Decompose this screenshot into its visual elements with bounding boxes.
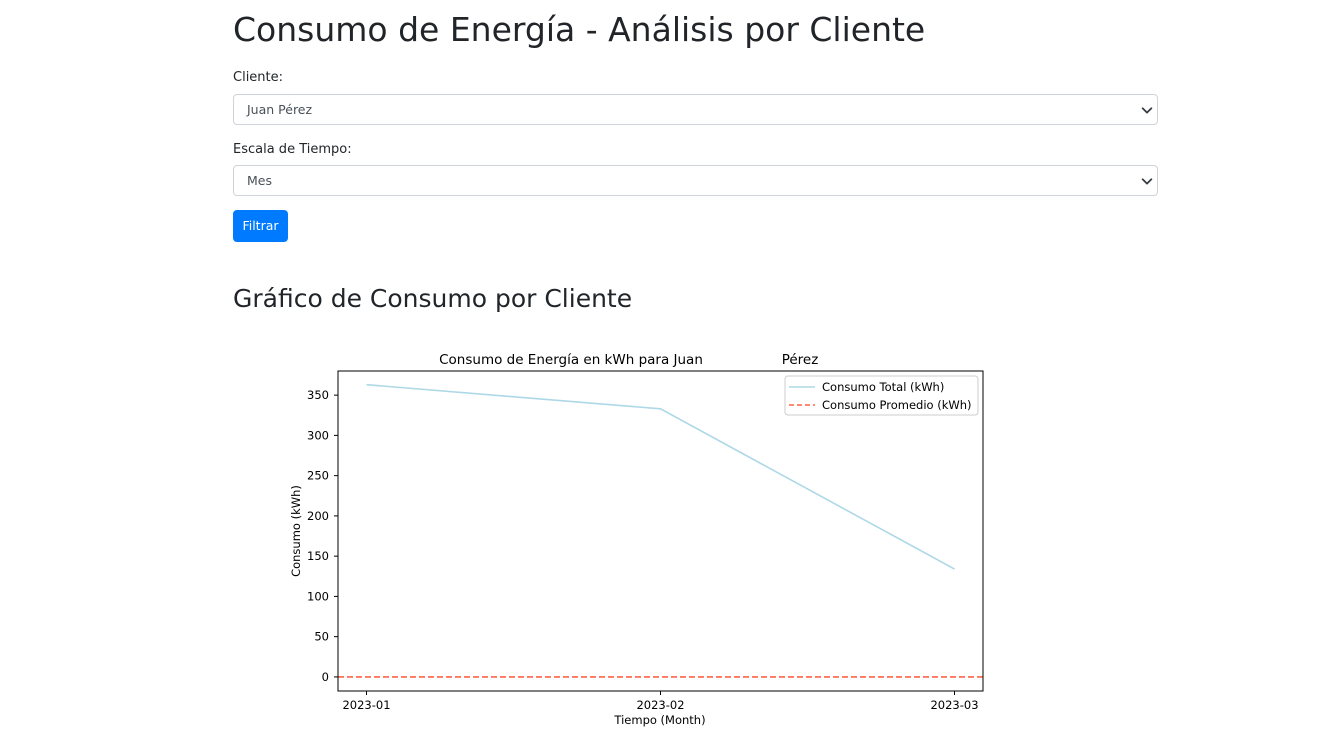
series-lines — [338, 383, 983, 678]
y-tick-label: 0 — [322, 670, 329, 684]
x-axis-label: Tiempo (Month) — [613, 713, 705, 727]
legend-label-promedio: Consumo Promedio (kWh) — [822, 398, 972, 412]
plot-frame — [337, 370, 984, 692]
chevron-down-icon — [1141, 178, 1153, 185]
y-tick-label: 150 — [307, 549, 329, 563]
page-title: Consumo de Energía - Análisis por Client… — [233, 10, 926, 49]
filter-button[interactable]: Filtrar — [233, 210, 288, 242]
escala-select[interactable]: Mes — [233, 165, 1158, 196]
cliente-select[interactable]: Juan Pérez — [233, 94, 1158, 125]
escala-label: Escala de Tiempo: — [233, 142, 352, 157]
y-tick-label: 250 — [307, 469, 329, 483]
chart-legend: Consumo Total (kWh) Consumo Promedio (kW… — [784, 375, 979, 416]
escala-select-value: Mes — [247, 173, 272, 188]
section-title: Gráfico de Consumo por Cliente — [233, 284, 633, 313]
chevron-down-icon — [1141, 107, 1153, 114]
series-line-total — [366, 383, 955, 570]
legend-box — [784, 375, 979, 416]
chart-title-left: Consumo de Energía en kWh para Juan — [439, 352, 703, 368]
chart-title-right: Pérez — [782, 352, 819, 368]
y-tick-label: 350 — [307, 388, 329, 402]
y-tick-label: 200 — [307, 509, 329, 523]
y-tick-label: 300 — [307, 428, 329, 442]
x-tick-label: 2023-02 — [636, 698, 684, 712]
y-axis-label: Consumo (kWh) — [289, 485, 303, 577]
cliente-select-value: Juan Pérez — [247, 102, 313, 117]
x-tick-label: 2023-01 — [342, 698, 390, 712]
y-tick-label: 50 — [314, 630, 329, 644]
legend-label-total: Consumo Total (kWh) — [822, 380, 944, 394]
cliente-label: Cliente: — [233, 70, 284, 85]
axis-ticks: 0 50 100 150 200 250 300 350 2023-01 2023-02 2023-… — [307, 388, 978, 712]
y-tick-label: 100 — [307, 589, 329, 603]
x-tick-label: 2023-03 — [930, 698, 978, 712]
